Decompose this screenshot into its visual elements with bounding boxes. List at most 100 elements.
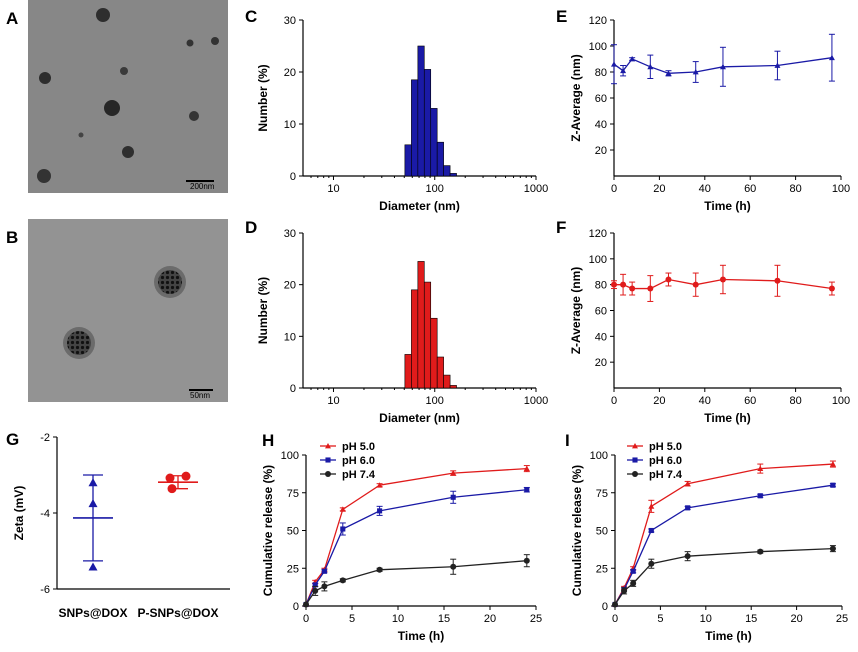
data-point [685,505,691,511]
x-axis-title: Time (h) [398,629,444,643]
data-point [339,506,346,512]
x-tick-label: 10 [327,183,339,195]
tem-image-a: 200nm [28,0,228,193]
nanoparticle-large [158,270,182,294]
data-point [377,508,383,514]
x-tick-label: 100 [832,183,850,195]
x-tick-label: 80 [789,395,801,407]
histogram-bar [404,354,412,389]
y-tick-label: 0 [290,171,296,183]
data-point [632,457,638,463]
data-point [830,482,836,488]
x-tick-label: 100 [426,395,444,407]
data-point [719,276,726,283]
data-point [629,285,636,292]
histogram-bar [423,281,432,389]
y-tick-label: 100 [589,254,607,266]
histogram-bar [443,374,451,389]
x-tick-label: 10 [700,613,712,625]
y-tick-label: -6 [40,584,50,596]
y-tick-label: 100 [589,41,607,53]
data-point [523,465,530,471]
x-tick-label: 100 [426,183,444,195]
y-tick-label: 50 [287,526,299,538]
x-tick-label: 20 [653,395,665,407]
y-axis-title: Cumulative release (%) [261,465,275,596]
chart-d-size-distribution: 0 10 20 30 10 100 1000 Diameter (nm) Number (%) [256,228,548,425]
y-tick-label: 50 [596,526,608,538]
data-point [325,471,331,477]
x-tick-label: 0 [611,183,617,195]
x-tick-label: 10 [327,395,339,407]
data-point [376,566,383,573]
data-point [692,69,699,75]
y-tick-label: 20 [595,145,607,157]
chart-e-z-average: 20 40 60 80 100 120 0 20 40 60 80 100 Time (h) Z-Aver… [569,15,850,213]
nanoparticle [39,72,51,84]
scale-label-a: 200nm [190,182,215,191]
series-line [305,560,527,605]
data-point [647,285,654,292]
histogram-bar [411,289,419,389]
y-tick-label: 75 [596,488,608,500]
y-tick-label: 0 [293,601,299,613]
scale-bar-b [189,389,213,391]
nanoparticle [211,37,219,45]
nanoparticle [78,132,84,138]
data-point [340,526,346,532]
histogram-bar [449,173,457,177]
nanoparticle [122,146,134,158]
series-line [614,547,833,605]
histogram-bar [436,141,444,177]
histogram-bar [423,69,432,177]
y-tick-label: 0 [290,383,296,395]
tem-b-background [28,219,228,402]
legend-label: pH 7.4 [342,469,376,481]
data-point [88,499,98,508]
x-tick-label: 100 [832,395,850,407]
data-point [828,285,835,292]
data-point [829,545,836,552]
x-axis-title: Time (h) [705,629,751,643]
data-point [303,601,309,608]
data-point [450,563,457,570]
y-tick-label: 25 [596,563,608,575]
x-tick-label: 20 [790,613,802,625]
y-tick-label: 100 [281,450,299,462]
y-tick-label: 20 [284,280,296,292]
nanoparticle [37,169,51,183]
x-tick-label: 20 [653,183,665,195]
y-tick-label: 0 [602,601,608,613]
panel-letter-a: A [6,9,18,28]
x-axis-title: Diameter (nm) [379,411,460,425]
data-point [630,568,636,574]
data-point [523,557,530,564]
y-tick-label: 10 [284,331,296,343]
y-axis-title: Number (%) [256,64,270,131]
data-point [684,553,691,560]
y-axis-title: Cumulative release (%) [570,465,584,596]
data-point [181,471,191,481]
y-tick-label: 30 [284,228,296,240]
x-tick-label: 15 [438,613,450,625]
data-point [719,63,726,70]
x-tick-label: 60 [744,183,756,195]
y-tick-label: 80 [595,280,607,292]
data-point [757,465,764,471]
data-point [524,487,530,493]
data-point [665,276,672,283]
panel-letter-h: H [262,431,274,450]
x-tick-label: 15 [745,613,757,625]
data-point [774,277,781,284]
panel-letter-c: C [245,7,257,26]
legend-label: pH 6.0 [342,455,375,467]
data-point [450,494,456,500]
tem-image-b: 50nm [28,219,228,402]
data-point [620,281,627,288]
data-point [621,587,628,594]
legend-label: pH 5.0 [342,441,375,453]
y-axis-title: Zeta (mV) [12,486,26,541]
x-tick-label: 25 [530,613,542,625]
nanoparticle [96,8,110,22]
